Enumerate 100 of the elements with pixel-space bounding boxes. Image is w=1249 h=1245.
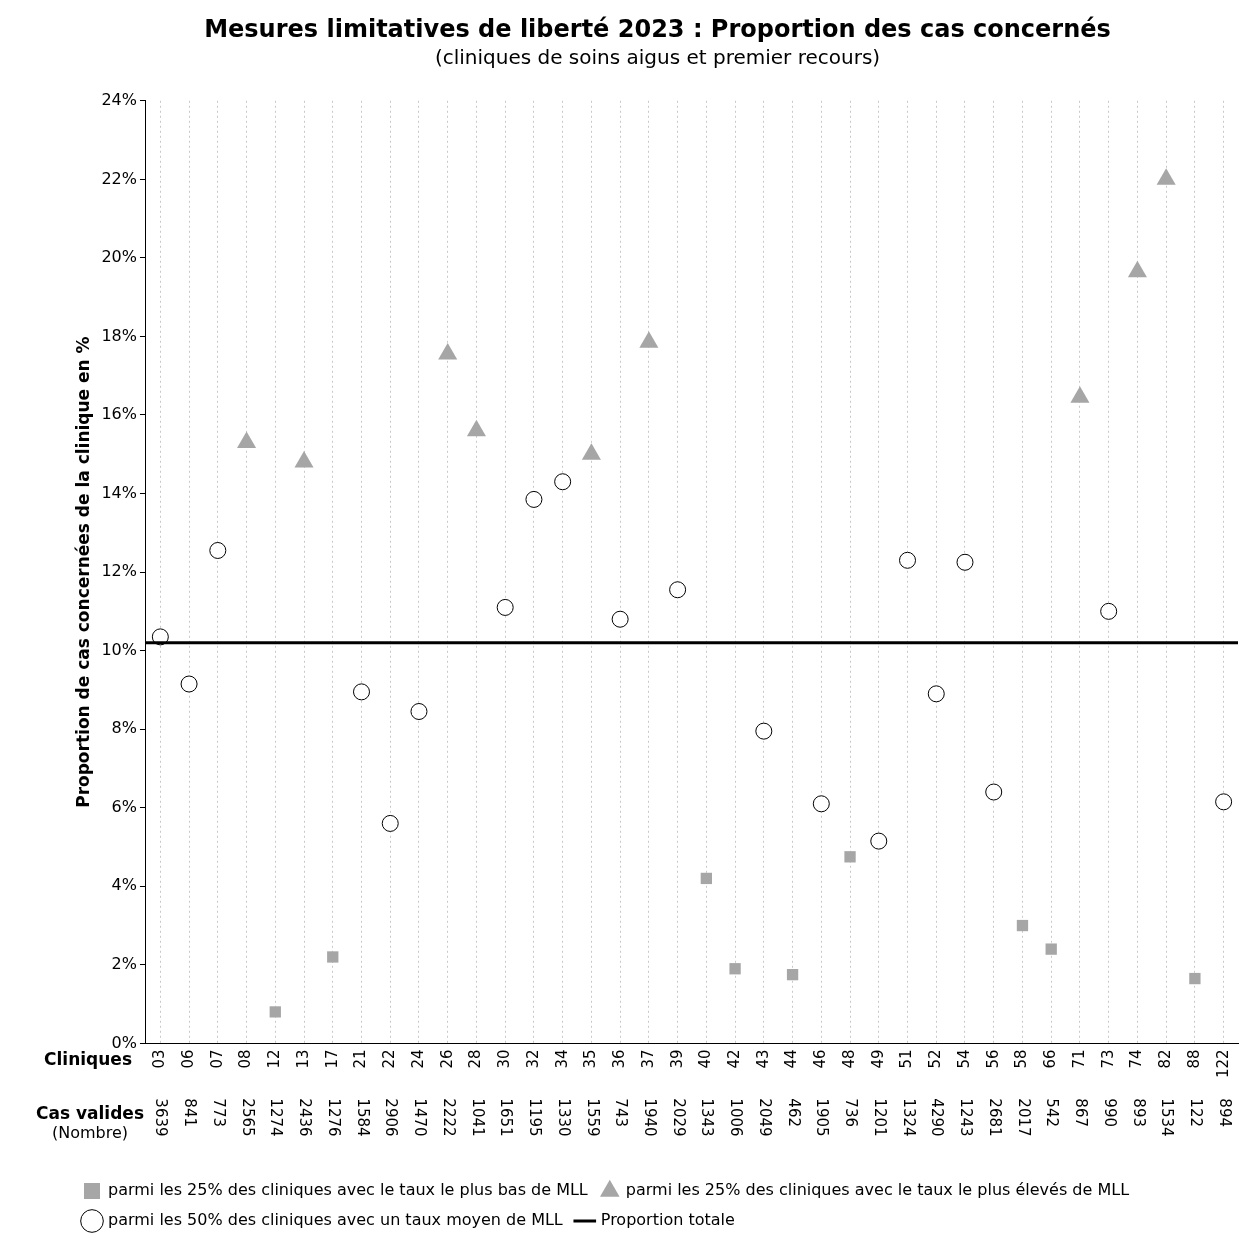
point xyxy=(327,951,339,963)
point xyxy=(956,553,974,571)
text: 1041 xyxy=(468,1098,487,1137)
text: (Nombre) xyxy=(51,1122,129,1142)
x-tick-label: 48 xyxy=(839,1049,858,1069)
x-tick-label: 17 xyxy=(322,1049,341,1069)
x-tick-label: 35 xyxy=(581,1049,600,1069)
x-tick-label: 06 xyxy=(178,1049,197,1069)
point xyxy=(669,581,687,599)
point xyxy=(525,490,543,508)
text: 4290 xyxy=(928,1098,947,1137)
y-tick-label: 22% xyxy=(101,168,137,188)
text: 773 xyxy=(209,1098,228,1128)
x-tick-label: 30 xyxy=(495,1049,514,1069)
text: 1330 xyxy=(554,1098,573,1137)
y-axis-title: Proportion de cas concernées de la clinique en % xyxy=(72,336,93,808)
point xyxy=(381,814,399,832)
text: 2565 xyxy=(238,1098,257,1137)
text: 2681 xyxy=(985,1098,1004,1137)
point xyxy=(729,963,741,975)
x-tick-label: 13 xyxy=(293,1049,312,1069)
y-tick-label: 10% xyxy=(101,639,137,659)
y-tick-label: 6% xyxy=(111,796,137,816)
point xyxy=(410,703,428,721)
point xyxy=(496,598,514,616)
text: 1905 xyxy=(813,1098,832,1137)
point xyxy=(353,683,370,701)
x-tick-label: 46 xyxy=(811,1049,830,1069)
text: 1584 xyxy=(353,1098,372,1137)
point xyxy=(985,783,1003,801)
x-tick-label: 21 xyxy=(351,1049,370,1069)
point xyxy=(1127,260,1147,278)
x-tick-label: 08 xyxy=(236,1049,255,1069)
text: 1559 xyxy=(583,1098,602,1137)
x-tick-label: 51 xyxy=(897,1049,916,1069)
point xyxy=(786,968,799,981)
text: 2222 xyxy=(439,1098,458,1137)
x-tick-label: 22 xyxy=(380,1049,399,1069)
x-tick-label: 58 xyxy=(1012,1049,1031,1069)
point xyxy=(1100,602,1118,620)
text: 2436 xyxy=(296,1098,315,1137)
point xyxy=(812,795,830,813)
x-tick-label: 28 xyxy=(466,1049,485,1069)
y-tick-label: 14% xyxy=(101,482,137,502)
x-tick-label: 74 xyxy=(1127,1049,1146,1069)
point xyxy=(438,343,458,360)
x-tick-label: 54 xyxy=(954,1049,973,1069)
x-tick-label: 88 xyxy=(1184,1049,1203,1069)
point xyxy=(1016,919,1029,932)
text: 1243 xyxy=(957,1098,976,1137)
x-tick-label: 71 xyxy=(1069,1049,1088,1069)
text: 1201 xyxy=(870,1098,889,1137)
text: 1534 xyxy=(1158,1098,1177,1137)
legend-label: parmi les 50% des cliniques avec un taux moyen de MLL xyxy=(108,1210,563,1230)
text: 2906 xyxy=(382,1098,401,1137)
text: 893 xyxy=(1129,1098,1148,1128)
x-tick-label: 32 xyxy=(523,1049,542,1069)
text: 1343 xyxy=(698,1098,717,1137)
text: 1195 xyxy=(526,1098,545,1137)
chart-title: Mesures limitatives de liberté 2023 : Proportion des cas concernés xyxy=(204,14,1111,43)
text: Cas valides xyxy=(35,1102,145,1123)
y-tick-label: 4% xyxy=(111,875,137,895)
point xyxy=(581,443,601,460)
x-tick-label: 52 xyxy=(926,1049,945,1069)
x-tick-label: 56 xyxy=(983,1049,1002,1069)
text: 867 xyxy=(1072,1098,1091,1128)
text: 841 xyxy=(181,1098,200,1128)
point xyxy=(844,851,856,863)
x-tick-label: 03 xyxy=(150,1049,169,1069)
point xyxy=(755,722,773,740)
y-tick-label: 24% xyxy=(101,89,137,109)
point xyxy=(294,451,314,468)
x-tick-label: 07 xyxy=(207,1049,226,1069)
text: 894 xyxy=(1215,1098,1234,1128)
text: 122 xyxy=(1187,1098,1205,1128)
point xyxy=(209,541,227,559)
x-tick-label: 73 xyxy=(1098,1049,1117,1069)
legend-label: parmi les 25% des cliniques avec le taux le plus bas de MLL xyxy=(108,1180,588,1200)
x-tick-label: 44 xyxy=(782,1049,801,1069)
y-tick-label: 12% xyxy=(101,561,137,581)
point xyxy=(611,610,629,628)
x-tick-label: 49 xyxy=(868,1049,887,1069)
point xyxy=(1215,793,1233,811)
text: 2029 xyxy=(669,1098,688,1137)
point xyxy=(870,832,888,850)
x-tick-label: 122 xyxy=(1213,1049,1232,1079)
legend-label: Proportion totale xyxy=(600,1210,735,1230)
chart-subtitle: (cliniques de soins aigus et premier recours) xyxy=(434,45,881,69)
point xyxy=(1045,943,1057,955)
text: 2049 xyxy=(755,1098,774,1137)
text: 462 xyxy=(784,1098,803,1128)
text: 743 xyxy=(612,1098,631,1128)
x-tick-label: 42 xyxy=(724,1049,743,1069)
x-tick-label: 37 xyxy=(638,1049,657,1069)
text: 1274 xyxy=(267,1098,286,1137)
x-tick-label: 24 xyxy=(408,1049,427,1069)
point xyxy=(237,431,257,448)
text: 1470 xyxy=(411,1098,430,1137)
text: 1940 xyxy=(640,1098,659,1137)
text: 542 xyxy=(1043,1098,1062,1128)
